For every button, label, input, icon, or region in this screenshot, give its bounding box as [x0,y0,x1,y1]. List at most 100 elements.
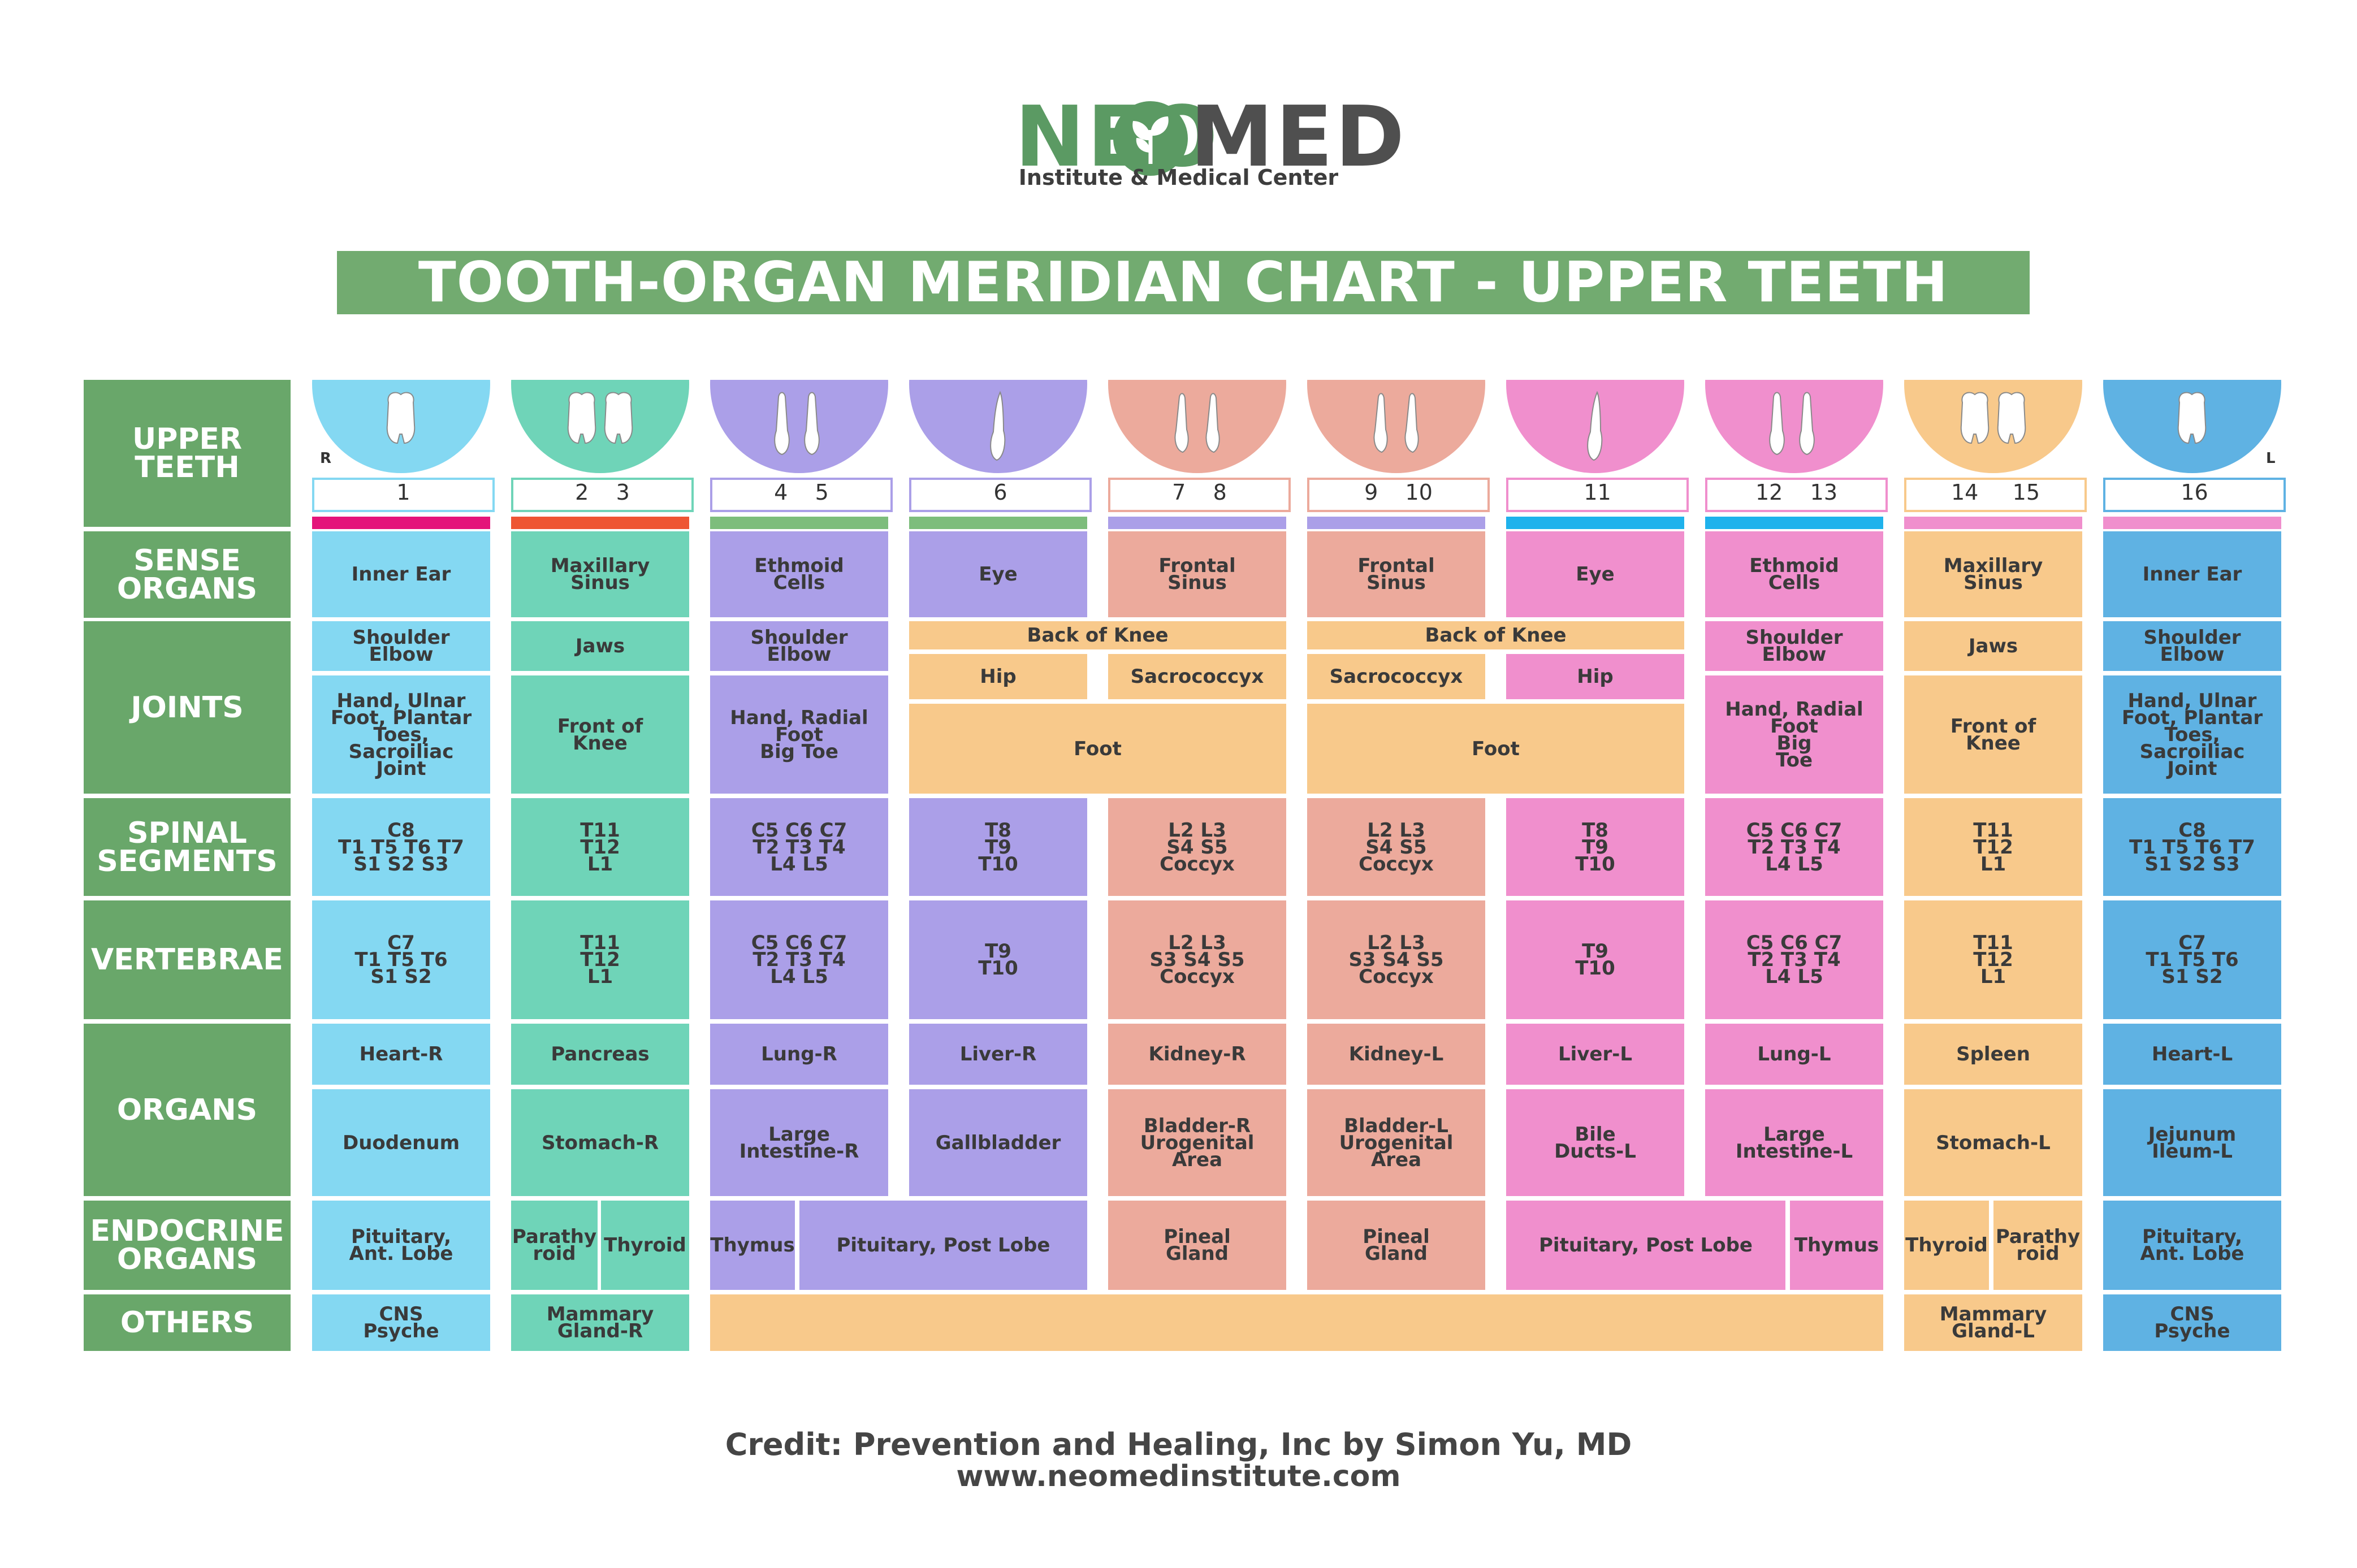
cell-organ-lower-9: Stomach-L [1904,1089,2082,1196]
tooth-number-9: 14 15 [1904,478,2087,512]
tooth-icon [774,392,820,456]
cell-vertebrae-2: T11 T12 L1 [511,900,689,1019]
cell-organ-lower-1: Duodenum [312,1089,490,1196]
tooth-number-5: 7 8 [1108,478,1291,512]
logo-subtitle: Institute & Medical Center [1018,165,1339,190]
cell-organ-lower-6: Bladder-L Urogenital Area [1307,1089,1485,1196]
cell-spinal-7: T8 T9 T10 [1506,798,1684,896]
cell-other-2: Mammary Gland-R [511,1294,689,1351]
tooth-number-6: 9 10 [1307,478,1490,512]
cell-organ-lower-2: Stomach-R [511,1089,689,1196]
color-stripe-2 [511,517,689,529]
credit-url[interactable]: www.neomedinstitute.com [956,1459,1401,1493]
tooth-icon [567,392,633,444]
cell-joint-lower-10: Hand, Ulnar Foot, Plantar Toes, Sacroili… [2103,675,2281,794]
cell-organ-lower-8: Large Intestine-L [1705,1089,1883,1196]
row-label-organs: ORGANS [84,1024,291,1196]
cell-joint-upper-3: Shoulder Elbow [710,621,888,671]
cell-sense-8: Ethmoid Cells [1705,531,1883,617]
cell-organ-upper-8: Lung-L [1705,1024,1883,1085]
cell-vertebrae-6: L2 L3 S3 S4 S5 Coccyx [1307,900,1485,1019]
color-stripe-4 [909,517,1087,529]
color-stripe-1 [312,517,490,529]
cell-organ-lower-10: Jejunum Ileum-L [2103,1089,2281,1196]
cell-sacrococcyx-5: Sacrococcyx [1108,654,1286,699]
tooth-icon [1960,392,2026,444]
cell-endocrine-9a: Thyroid [1904,1201,1989,1290]
tooth-icon [386,392,416,444]
color-stripe-10 [2103,517,2281,529]
cell-joint-upper-1: Shoulder Elbow [312,621,490,671]
cell-sense-9: Maxillary Sinus [1904,531,2082,617]
color-stripe-7 [1506,517,1684,529]
row-label-joints: JOINTS [84,621,291,794]
cell-vertebrae-10: C7 T1 T5 T6 S1 S2 [2103,900,2281,1019]
tooth-icon [1174,393,1220,453]
cell-endocrine-2a: Parathy roid [511,1201,598,1290]
cell-joint-upper-9: Jaws [1904,621,2082,671]
cell-joint-upper-10: Shoulder Elbow [2103,621,2281,671]
cell-sense-2: Maxillary Sinus [511,531,689,617]
cell-foot-67: Foot [1307,704,1684,794]
cell-organ-upper-10: Heart-L [2103,1024,2281,1085]
tooth-dome-6 [1307,380,1485,473]
tooth-number-3: 4 5 [710,478,893,512]
cell-endocrine-5: Pineal Gland [1108,1201,1286,1290]
leaf-logo-icon [1113,101,1188,176]
side-marker-right: R [320,450,332,467]
cell-spinal-8: C5 C6 C7 T2 T3 T4 L4 L5 [1705,798,1883,896]
cell-vertebrae-4: T9 T10 [909,900,1087,1019]
row-label-others: OTHERS [84,1294,291,1351]
cell-endocrine-6: Pineal Gland [1307,1201,1485,1290]
cell-organ-upper-1: Heart-R [312,1024,490,1085]
tooth-number-1: 1 [312,478,495,512]
tooth-dome-2 [511,380,689,473]
tooth-number-8: 12 13 [1705,478,1888,512]
row-label-vertebrae: VERTEBRAE [84,900,291,1019]
tooth-dome-1 [312,380,490,473]
tooth-dome-10 [2103,380,2281,473]
cell-vertebrae-8: C5 C6 C7 T2 T3 T4 L4 L5 [1705,900,1883,1019]
row-label-upper-teeth: UPPER TEETH [84,380,291,527]
row-label-spinal-segments: SPINAL SEGMENTS [84,798,291,896]
cell-endocrine-10: Pituitary, Ant. Lobe [2103,1201,2281,1290]
cell-vertebrae-5: L2 L3 S3 S4 S5 Coccyx [1108,900,1286,1019]
cell-spinal-5: L2 L3 S4 S5 Coccyx [1108,798,1286,896]
tooth-dome-5 [1108,380,1286,473]
logo: NEO MED Institute & Medical Center [0,85,2357,192]
cell-vertebrae-9: T11 T12 L1 [1904,900,2082,1019]
cell-sacrococcyx-6: Sacrococcyx [1307,654,1485,699]
cell-sense-10: Inner Ear [2103,531,2281,617]
cell-sense-5: Frontal Sinus [1108,531,1286,617]
cell-endocrine-34: Pituitary, Post Lobe [799,1201,1087,1290]
cell-vertebrae-1: C7 T1 T5 T6 S1 S2 [312,900,490,1019]
cell-other-9: Mammary Gland-L [1904,1294,2082,1351]
cell-spinal-1: C8 T1 T5 T6 T7 S1 S2 S3 [312,798,490,896]
cell-spinal-2: T11 T12 L1 [511,798,689,896]
tooth-dome-4 [909,380,1087,473]
cell-other-3-to-8 [710,1294,1883,1351]
cell-back-of-knee-45: Back of Knee [909,621,1286,649]
logo-med-text: MED [1190,88,1407,185]
color-stripe-6 [1307,517,1485,529]
cell-joint-upper-8: Shoulder Elbow [1705,621,1883,671]
color-stripe-9 [1904,517,2082,529]
cell-hip-4: Hip [909,654,1087,699]
cell-spinal-4: T8 T9 T10 [909,798,1087,896]
cell-organ-lower-3: Large Intestine-R [710,1089,888,1196]
cell-sense-4: Eye [909,531,1087,617]
tooth-dome-3 [710,380,888,473]
cell-foot-45: Foot [909,704,1286,794]
tooth-number-10: 16 [2103,478,2286,512]
tooth-icon [1587,391,1603,461]
cell-endocrine-78: Pituitary, Post Lobe [1506,1201,1785,1290]
cell-organ-lower-4: Gallbladder [909,1089,1087,1196]
tooth-icon [2177,392,2207,444]
cell-organ-upper-6: Kidney-L [1307,1024,1485,1085]
cell-sense-1: Inner Ear [312,531,490,617]
tooth-icon [1373,393,1419,453]
cell-organ-upper-9: Spleen [1904,1024,2082,1085]
cell-joint-lower-9: Front of Knee [1904,675,2082,794]
cell-back-of-knee-67: Back of Knee [1307,621,1684,649]
cell-organ-lower-5: Bladder-R Urogenital Area [1108,1089,1286,1196]
